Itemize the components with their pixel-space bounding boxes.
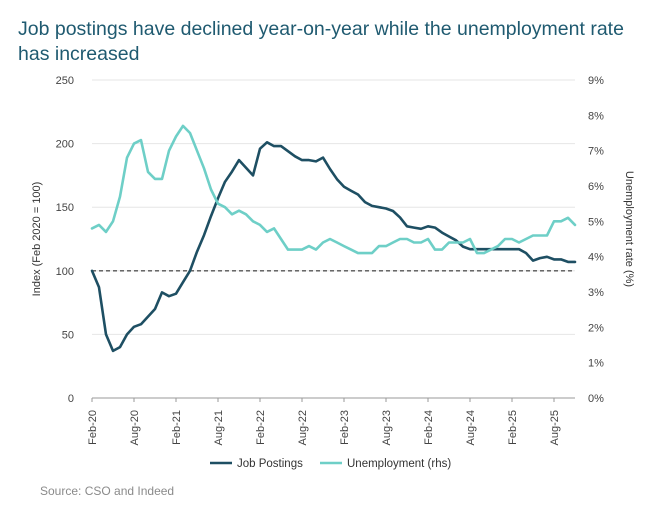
y-tick-label: 250: [56, 75, 74, 87]
y2-tick-label: 7%: [588, 146, 604, 158]
y-axis-right: 0% 1% 2% 3% 4% 5% 6% 7% 8% 9%: [588, 75, 604, 405]
y2-tick-label: 8%: [588, 110, 604, 122]
x-tick-label: Feb-24: [423, 410, 435, 445]
x-tick-label: Aug-24: [465, 410, 477, 445]
y-tick-label: 100: [56, 266, 74, 278]
y-tick-label: 50: [62, 329, 74, 341]
x-tick-label: Feb-21: [171, 410, 183, 445]
x-tick-label: Aug-25: [549, 410, 561, 445]
x-tick-label: Aug-20: [129, 410, 141, 445]
y2-tick-label: 2%: [588, 322, 604, 334]
y2-tick-label: 4%: [588, 252, 604, 264]
y-axis-title: Index (Feb 2020 = 100): [31, 182, 43, 297]
y2-tick-label: 9%: [588, 75, 604, 87]
x-tick-label: Aug-23: [381, 410, 393, 445]
y-tick-label: 150: [56, 202, 74, 214]
x-axis: Feb-20 Aug-20 Feb-21 Aug-21 Feb-22 Aug-22 Feb-…: [87, 397, 575, 445]
y2-tick-label: 3%: [588, 287, 604, 299]
y2-tick-label: 1%: [588, 358, 604, 370]
x-tick-label: Feb-22: [255, 410, 267, 445]
y2-tick-label: 0%: [588, 393, 604, 405]
y2-axis-title: Unemployment rate (%): [623, 171, 635, 287]
source-note: Source: CSO and Indeed: [40, 484, 175, 498]
y2-tick-label: 6%: [588, 181, 604, 193]
legend: Job Postings Unemployment (rhs): [210, 458, 451, 470]
legend-label-unemployment: Unemployment (rhs): [347, 458, 451, 470]
x-tick-label: Feb-25: [507, 410, 519, 445]
x-tick-label: Feb-23: [339, 410, 351, 445]
y-tick-label: 0: [68, 393, 74, 405]
chart-title: Job postings have declined year-on-year …: [18, 18, 624, 65]
y-axis-left: 0 50 100 150 200 250: [56, 75, 74, 405]
gridlines: [92, 79, 575, 335]
legend-label-job-postings: Job Postings: [237, 458, 303, 470]
series-lines: [90, 124, 577, 353]
x-tick-label: Feb-20: [87, 410, 99, 445]
x-tick-label: Aug-22: [297, 410, 309, 445]
y-tick-label: 200: [56, 139, 74, 151]
x-tick-label: Aug-21: [213, 410, 225, 445]
y2-tick-label: 5%: [588, 216, 604, 228]
series-unemployment-line: [90, 124, 577, 255]
